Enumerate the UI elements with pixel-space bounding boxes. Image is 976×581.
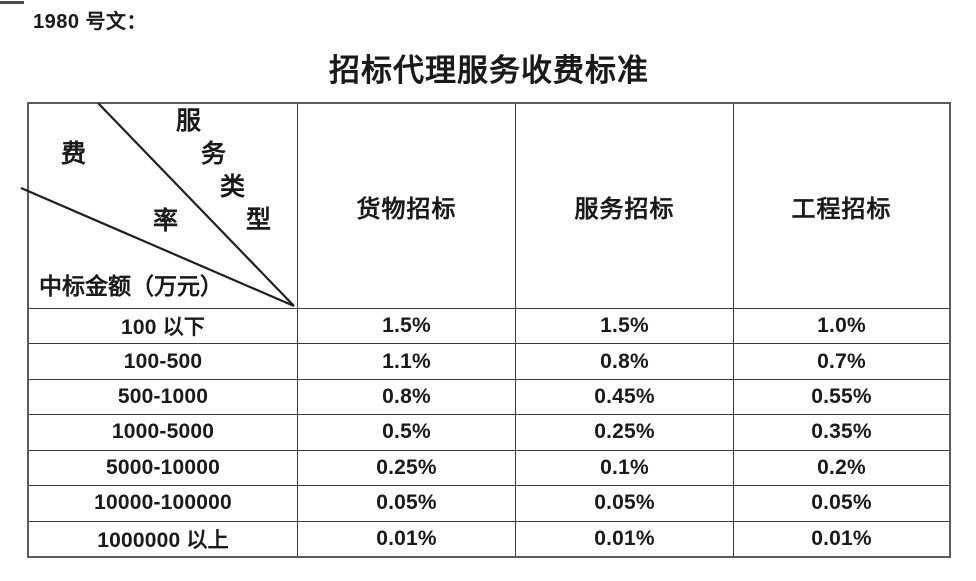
rate-cell: 1.0% [733, 308, 949, 344]
rate-cell: 0.01% [733, 520, 949, 556]
column-header-service: 服务招标 [515, 104, 733, 308]
rate-cell: 0.2% [733, 449, 949, 486]
amount-cell: 100 以下 [29, 308, 297, 343]
amount-cell: 1000-5000 [29, 414, 297, 449]
rate-cell: 0.25% [515, 414, 733, 450]
rate-cell: 0.05% [733, 485, 949, 521]
amount-cell: 100-500 [29, 343, 297, 378]
amount-cell: 1000000 以上 [29, 520, 297, 556]
amount-cell: 500-1000 [29, 378, 297, 414]
rate-cell: 0.55% [733, 378, 949, 415]
amount-axis-label: 中标金额（万元） [39, 274, 223, 299]
amount-cell: 5000-10000 [29, 449, 297, 485]
rate-cell: 0.45% [515, 378, 733, 415]
fee-standard-table: 服 务 类 型 费 率 中标金额（万元） 货物招标 服务招标 工程招标 100 … [20, 102, 951, 558]
corner-char-service-4: 型 [246, 207, 272, 234]
rate-cell: 0.05% [515, 485, 733, 521]
diagonal-corner-cell: 服 务 类 型 费 率 中标金额（万元） [20, 102, 297, 308]
rate-cell: 0.35% [733, 414, 949, 450]
rate-cell: 0.8% [515, 343, 733, 379]
corner-char-service-1: 服 [176, 108, 202, 135]
rate-cell: 0.7% [733, 343, 949, 379]
doc-ref: 1980 号文： [33, 11, 148, 33]
rate-cell: 1.5% [297, 308, 515, 344]
amount-cell: 10000-100000 [29, 485, 297, 520]
rate-cell: 0.01% [515, 520, 733, 556]
rate-cell: 0.01% [297, 520, 515, 556]
rate-cell: 0.1% [515, 449, 733, 486]
scan-artifact-mark [0, 1, 24, 4]
corner-char-service-2: 务 [201, 141, 227, 168]
rate-cell: 0.05% [297, 485, 515, 521]
column-header-goods: 货物招标 [297, 104, 515, 308]
rate-cell: 0.8% [297, 378, 515, 415]
rate-cell: 0.5% [297, 414, 515, 450]
page-title: 招标代理服务收费标准 [329, 53, 649, 88]
column-header-engineering: 工程招标 [733, 104, 949, 308]
rate-cell: 1.5% [515, 308, 733, 344]
corner-char-service-3: 类 [220, 174, 246, 201]
rate-cell: 0.25% [297, 449, 515, 486]
corner-char-rate-2: 率 [153, 208, 179, 235]
corner-char-rate-1: 费 [61, 141, 87, 168]
rate-cell: 1.1% [297, 343, 515, 379]
